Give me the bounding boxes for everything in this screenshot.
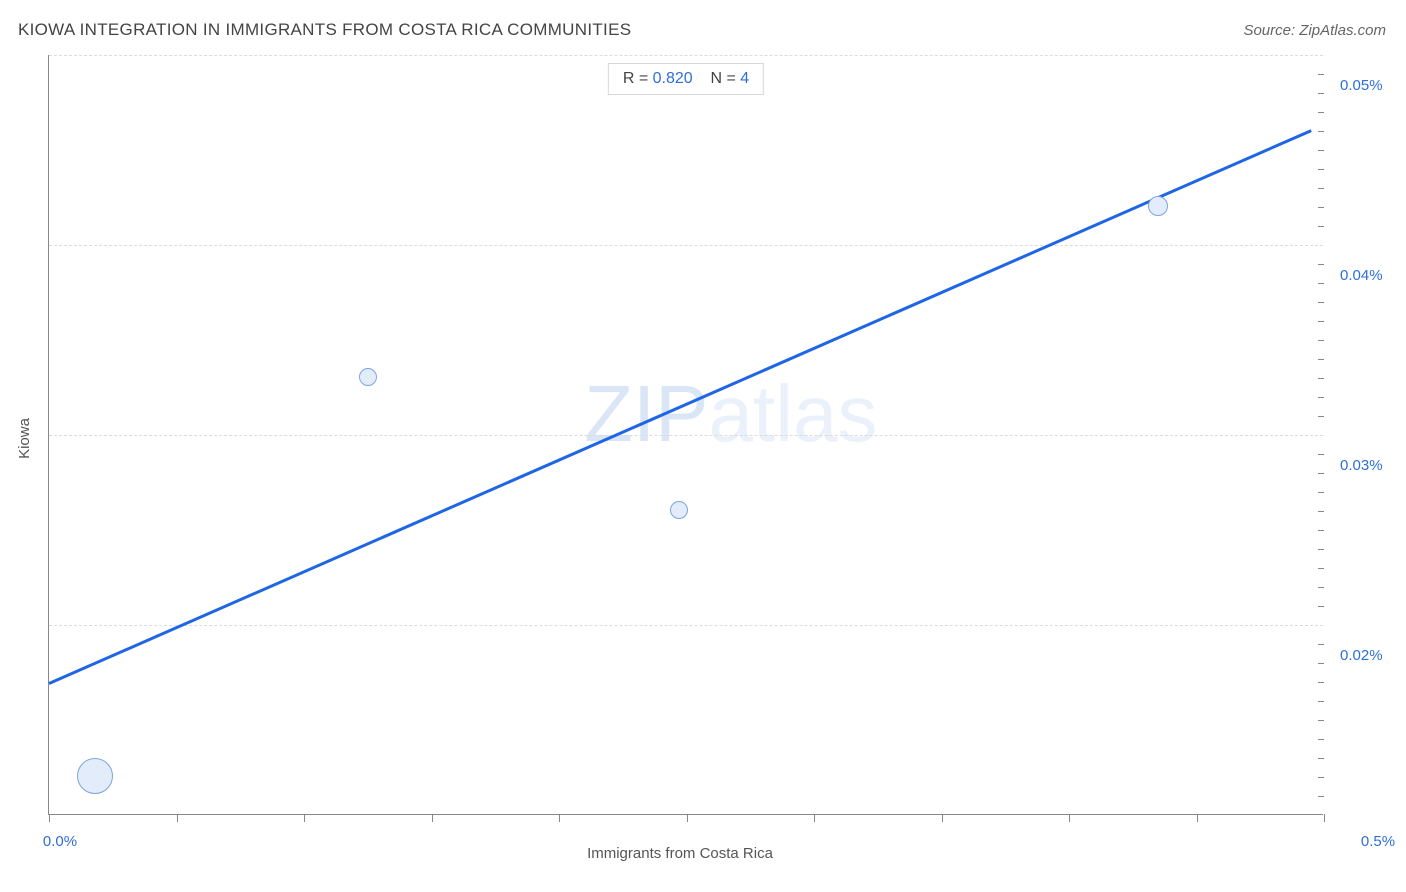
x-tick (177, 814, 178, 822)
y-minor-tick (1318, 321, 1324, 322)
stat-n-value: 4 (740, 70, 749, 87)
gridline (49, 245, 1323, 246)
y-minor-tick (1318, 378, 1324, 379)
y-minor-tick (1318, 530, 1324, 531)
stats-box: R = 0.820 N = 4 (608, 63, 764, 95)
y-tick-label: 0.05% (1340, 77, 1383, 94)
y-minor-tick (1318, 416, 1324, 417)
y-minor-tick (1318, 663, 1324, 664)
x-tick-label: 0.0% (43, 833, 77, 850)
x-tick (304, 814, 305, 822)
data-point (77, 758, 113, 794)
y-minor-tick (1318, 359, 1324, 360)
y-minor-tick (1318, 150, 1324, 151)
gridline (49, 55, 1323, 56)
y-minor-tick (1318, 226, 1324, 227)
stat-r-label: R = (623, 70, 648, 87)
x-tick (1324, 814, 1325, 822)
y-tick-label: 0.03% (1340, 457, 1383, 474)
y-minor-tick (1318, 169, 1324, 170)
y-minor-tick (1318, 473, 1324, 474)
gridline (49, 435, 1323, 436)
y-minor-tick (1318, 112, 1324, 113)
watermark-strong: ZIP (584, 369, 708, 458)
chart-title: KIOWA INTEGRATION IN IMMIGRANTS FROM COS… (18, 20, 631, 40)
regression-line (48, 130, 1311, 686)
stat-n-label: N = (710, 70, 735, 87)
y-minor-tick (1318, 511, 1324, 512)
y-minor-tick (1318, 93, 1324, 94)
y-minor-tick (1318, 720, 1324, 721)
x-tick (687, 814, 688, 822)
y-minor-tick (1318, 340, 1324, 341)
y-minor-tick (1318, 264, 1324, 265)
x-tick-label: 0.5% (1361, 833, 1395, 850)
y-minor-tick (1318, 302, 1324, 303)
y-minor-tick (1318, 188, 1324, 189)
y-axis-label: Kiowa (16, 418, 33, 459)
data-point (1148, 196, 1168, 216)
source-attribution: Source: ZipAtlas.com (1243, 22, 1386, 39)
y-minor-tick (1318, 587, 1324, 588)
y-minor-tick (1318, 758, 1324, 759)
y-minor-tick (1318, 454, 1324, 455)
y-minor-tick (1318, 397, 1324, 398)
x-tick (559, 814, 560, 822)
data-point (670, 501, 688, 519)
y-minor-tick (1318, 74, 1324, 75)
y-minor-tick (1318, 207, 1324, 208)
y-minor-tick (1318, 549, 1324, 550)
y-minor-tick (1318, 606, 1324, 607)
x-tick (814, 814, 815, 822)
y-minor-tick (1318, 701, 1324, 702)
x-tick (432, 814, 433, 822)
y-minor-tick (1318, 568, 1324, 569)
y-tick-label: 0.04% (1340, 267, 1383, 284)
x-axis-label: Immigrants from Costa Rica (587, 845, 773, 862)
data-point (359, 368, 377, 386)
y-minor-tick (1318, 283, 1324, 284)
plot-area: R = 0.820 N = 4 ZIPatlas (48, 55, 1323, 815)
y-minor-tick (1318, 777, 1324, 778)
x-tick (1069, 814, 1070, 822)
y-tick-label: 0.02% (1340, 647, 1383, 664)
y-minor-tick (1318, 492, 1324, 493)
y-minor-tick (1318, 644, 1324, 645)
x-tick (942, 814, 943, 822)
gridline (49, 625, 1323, 626)
x-tick (1197, 814, 1198, 822)
y-minor-tick (1318, 739, 1324, 740)
y-minor-tick (1318, 796, 1324, 797)
stat-r-value: 0.820 (653, 70, 693, 87)
x-tick (49, 814, 50, 822)
y-minor-tick (1318, 131, 1324, 132)
y-minor-tick (1318, 682, 1324, 683)
